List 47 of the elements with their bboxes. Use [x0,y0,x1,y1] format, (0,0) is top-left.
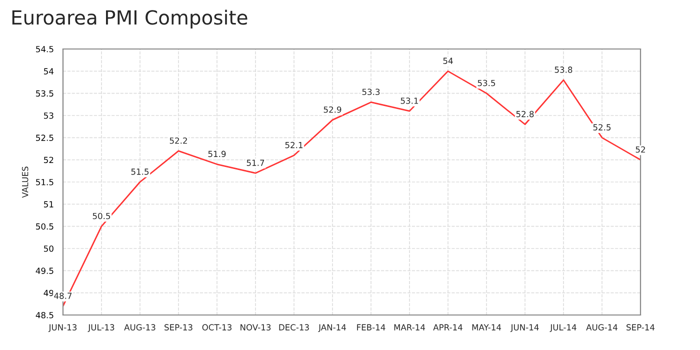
data-label: 52.5 [593,124,611,130]
data-label: 52.8 [516,110,534,118]
x-tick-label: APR-14 [433,324,462,330]
data-label: 52.9 [324,106,342,113]
x-tick-label: SEP-14 [626,324,655,330]
x-tick-label: MAR-14 [394,324,426,330]
y-tick-label: 48.5 [36,312,54,318]
x-tick-label: JUL-14 [550,324,576,332]
chart-title: Euroarea PMI Composite [12,10,248,29]
data-label: 54 [443,58,453,64]
data-label: 51.7 [246,160,264,166]
y-tick-label: 54.5 [36,46,54,52]
x-tick-label: FEB-14 [357,324,386,330]
x-tick-label: DEC-13 [279,324,309,330]
x-tick-label: AUG-13 [124,324,156,330]
y-tick-label: 54 [44,68,54,74]
x-tick-label: JUN-13 [48,324,77,332]
y-tick-label: 50.5 [36,223,54,230]
y-tick-label: 52.5 [36,134,54,141]
y-tick-label: 53.5 [36,90,54,97]
data-label: 53.8 [554,66,572,73]
y-tick-label: 51 [44,201,54,208]
data-label: 53.3 [362,88,380,96]
data-label: 53.1 [400,98,418,104]
y-tick-label: 53 [44,112,54,119]
data-label: 52 [636,146,645,153]
data-label: 51.9 [208,150,226,158]
data-label: 52.1 [285,142,303,148]
data-label: 51.5 [131,168,149,175]
y-tick-label: 50 [44,245,54,252]
y-tick-label: 52 [44,156,54,164]
x-tick-label: NOV-13 [240,324,271,330]
y-tick-label: 51.5 [36,179,54,186]
x-tick-label: OCT-13 [202,324,232,330]
x-tick-label: SEP-13 [164,324,192,330]
data-label: 52.2 [170,137,187,144]
y-tick-label: 49 [44,290,54,296]
x-tick-label: JUN-14 [510,324,539,332]
x-tick-label: JUL-13 [88,324,114,332]
x-tick-label: AUG-14 [586,324,618,330]
data-label: 53.5 [478,80,496,86]
x-tick-label: MAY-14 [472,324,502,330]
data-label: 50.5 [92,212,110,220]
y-tick-label: 49.5 [36,268,54,274]
x-tick-label: JAN-14 [318,324,346,332]
y-axis-title: VALUES [22,166,28,198]
data-label: 48.7 [54,292,72,299]
